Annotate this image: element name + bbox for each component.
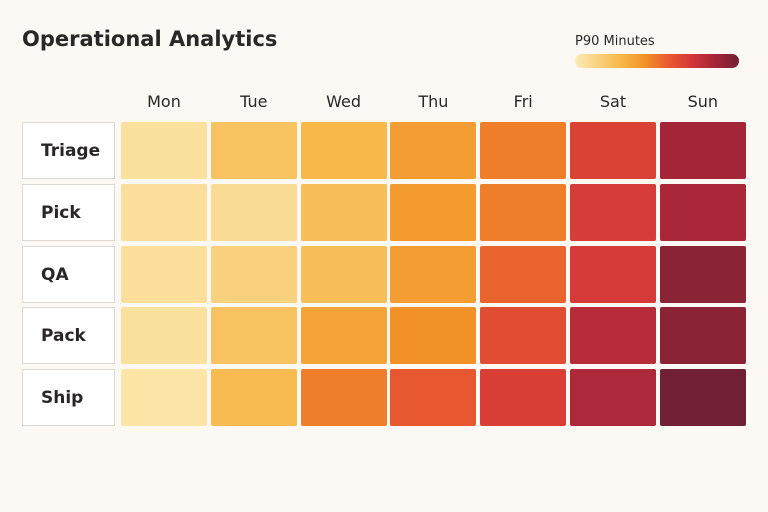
row-label: QA bbox=[22, 245, 115, 303]
column-label: Mon bbox=[147, 92, 181, 111]
heatmap-cell-qa-wed bbox=[300, 245, 387, 303]
heatmap-cell-triage-sat bbox=[570, 122, 656, 179]
heatmap-cell-qa-thu bbox=[390, 245, 477, 303]
heatmap-cell-pack-tue bbox=[210, 307, 297, 365]
heatmap-cell-ship-mon bbox=[121, 369, 207, 427]
column-label: Fri bbox=[513, 92, 533, 111]
legend-color-bar bbox=[575, 54, 739, 68]
heatmap-cell-pack-mon bbox=[121, 307, 207, 365]
heatmap-cell-pick-wed bbox=[300, 183, 387, 241]
heatmap-cell-pick-sat bbox=[570, 183, 656, 241]
column-label: Wed bbox=[326, 92, 362, 111]
heatmap-cell-qa-mon bbox=[121, 245, 207, 303]
column-label: Sun bbox=[687, 92, 719, 111]
column-label: Sat bbox=[599, 92, 627, 111]
heatmap-cell-qa-tue bbox=[210, 245, 297, 303]
row-label: Triage bbox=[22, 122, 115, 179]
heatmap-cell-pack-sun bbox=[659, 307, 746, 365]
column-label: Tue bbox=[240, 92, 268, 111]
heatmap-cell-ship-tue bbox=[210, 369, 297, 427]
heatmap-cell-pack-sat bbox=[570, 307, 656, 365]
row-label: Pick bbox=[22, 183, 115, 241]
heatmap-cell-triage-mon bbox=[121, 122, 207, 179]
heatmap-cell-pick-sun bbox=[659, 183, 746, 241]
heatmap-cell-qa-sun bbox=[659, 245, 746, 303]
heatmap-cell-qa-sat bbox=[570, 245, 656, 303]
column-label: Thu bbox=[418, 92, 449, 111]
heatmap-cell-pack-fri bbox=[480, 307, 567, 365]
heatmap-cell-triage-wed bbox=[300, 122, 387, 179]
heatmap-cell-ship-sun bbox=[659, 369, 746, 427]
heatmap-cell-triage-sun bbox=[659, 122, 746, 179]
heatmap-cell-pick-mon bbox=[121, 183, 207, 241]
heatmap-cell-pack-wed bbox=[300, 307, 387, 365]
heatmap-cell-qa-fri bbox=[480, 245, 567, 303]
row-label: Pack bbox=[22, 307, 115, 365]
heatmap-cell-ship-sat bbox=[570, 369, 656, 427]
heatmap-cell-triage-tue bbox=[210, 122, 297, 179]
legend-title: P90 Minutes bbox=[575, 34, 655, 49]
heatmap-cell-triage-fri bbox=[480, 122, 567, 179]
chart-title: Operational Analytics bbox=[22, 27, 278, 51]
heatmap-cell-pick-tue bbox=[210, 183, 297, 241]
heatmap-cell-ship-fri bbox=[480, 369, 567, 427]
heatmap-cell-pick-thu bbox=[390, 183, 477, 241]
row-label: Ship bbox=[22, 369, 115, 427]
heatmap-cell-pack-thu bbox=[390, 307, 477, 365]
heatmap-cell-ship-wed bbox=[300, 369, 387, 427]
heatmap-cell-ship-thu bbox=[390, 369, 477, 427]
heatmap-cell-triage-thu bbox=[390, 122, 477, 179]
heatmap-cell-pick-fri bbox=[480, 183, 567, 241]
